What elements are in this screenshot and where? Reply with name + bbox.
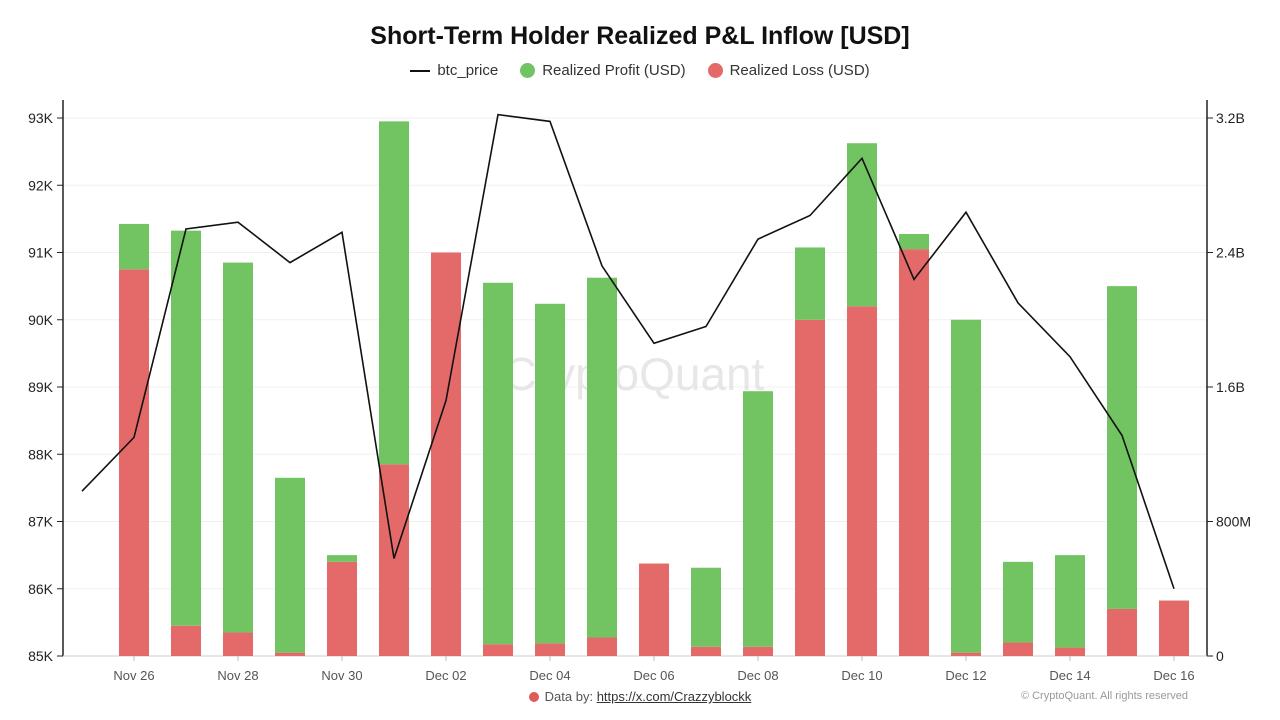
profit-bar (1055, 555, 1085, 648)
legend-label-realized-profit: Realized Profit (USD) (542, 62, 686, 79)
loss-bar (431, 252, 461, 656)
x-axis-tick-label: Dec 08 (737, 668, 778, 683)
legend-dot-profit (520, 63, 536, 78)
x-axis-tick-label: Dec 14 (1049, 668, 1090, 683)
x-axis-tick-label: Dec 16 (1153, 668, 1194, 683)
legend-line-marker (410, 69, 431, 72)
profit-bar (535, 303, 565, 644)
loss-bar (639, 563, 669, 656)
legend-label-realized-loss: Realized Loss (USD) (729, 62, 870, 79)
loss-bar (171, 625, 201, 656)
loss-bar (587, 637, 617, 656)
profit-bar (379, 121, 409, 465)
footer-link[interactable]: https://x.com/Crazzyblockk (596, 689, 752, 704)
legend: btc_price Realized Profit (USD) Realized… (0, 62, 1280, 79)
right-axis-tick-label: 2.4B (1216, 245, 1245, 261)
x-axis-tick-label: Nov 30 (321, 668, 362, 683)
legend-item-realized-profit[interactable]: Realized Profit (USD) (520, 62, 686, 79)
legend-label-btc-price: btc_price (437, 62, 499, 79)
profit-bar (691, 567, 721, 647)
right-axis-tick-label: 3.2B (1216, 110, 1245, 126)
chart-title: Short-Term Holder Realized P&L Inflow [U… (370, 22, 910, 50)
left-axis-tick-label: 92K (28, 177, 54, 193)
loss-bar (119, 269, 149, 656)
profit-bar (483, 282, 513, 645)
loss-bar (223, 632, 253, 656)
legend-item-btc-price[interactable]: btc_price (410, 62, 498, 79)
left-axis-tick-label: 90K (28, 312, 54, 328)
profit-bar (1003, 561, 1033, 643)
loss-bar (743, 646, 773, 656)
legend-item-realized-loss[interactable]: Realized Loss (USD) (707, 62, 870, 79)
profit-bar (899, 234, 929, 250)
left-axis-tick-label: 91K (28, 245, 54, 261)
x-axis-tick-label: Dec 12 (945, 668, 986, 683)
btc-price-line (81, 113, 1175, 590)
x-axis-tick-label: Nov 28 (217, 668, 258, 683)
loss-bar (327, 561, 357, 656)
left-axis-tick-label: 89K (28, 379, 54, 395)
profit-bar (327, 555, 357, 562)
profit-bar (275, 477, 305, 653)
loss-bar (535, 643, 565, 656)
loss-bar (1055, 647, 1085, 656)
profit-bar (847, 143, 877, 307)
profit-bar (743, 391, 773, 647)
profit-bar (951, 319, 981, 653)
loss-bar (847, 306, 877, 656)
loss-bar (1003, 642, 1033, 656)
left-axis-tick-label: 93K (28, 110, 54, 126)
left-axis-tick-label: 86K (28, 581, 54, 597)
right-axis-tick-label: 1.6B (1216, 379, 1245, 395)
left-axis-tick-label: 88K (28, 446, 54, 462)
loss-bar (483, 644, 513, 656)
loss-bar (899, 249, 929, 656)
x-axis-tick-label: Dec 10 (841, 668, 882, 683)
loss-bar (1107, 608, 1137, 656)
x-axis-tick-label: Dec 02 (425, 668, 466, 683)
profit-bar (223, 262, 253, 633)
copyright-text: © CryptoQuant. All rights reserved (1020, 690, 1188, 702)
loss-bar (795, 319, 825, 656)
x-axis-tick-label: Nov 26 (113, 668, 154, 683)
right-axis-tick-label: 800M (1216, 514, 1251, 530)
loss-bar (1159, 600, 1189, 656)
x-axis-tick-label: Dec 06 (633, 668, 674, 683)
x-axis-tick-label: Dec 04 (529, 668, 570, 683)
profit-bar (119, 223, 149, 270)
brain-icon (528, 692, 539, 702)
profit-bar (171, 230, 201, 626)
footer: Data by: https://x.com/Crazzyblockk (0, 689, 1280, 704)
loss-bar (691, 646, 721, 656)
profit-bar (1107, 286, 1137, 609)
loss-bar (275, 652, 305, 656)
loss-bar (951, 652, 981, 656)
right-axis-tick-label: 0 (1216, 648, 1224, 664)
left-axis-tick-label: 85K (28, 648, 54, 664)
profit-bar (795, 247, 825, 320)
left-axis-tick-label: 87K (28, 514, 54, 530)
profit-bar (587, 277, 617, 638)
footer-prefix: Data by: (544, 689, 597, 704)
legend-dot-loss (707, 63, 723, 78)
